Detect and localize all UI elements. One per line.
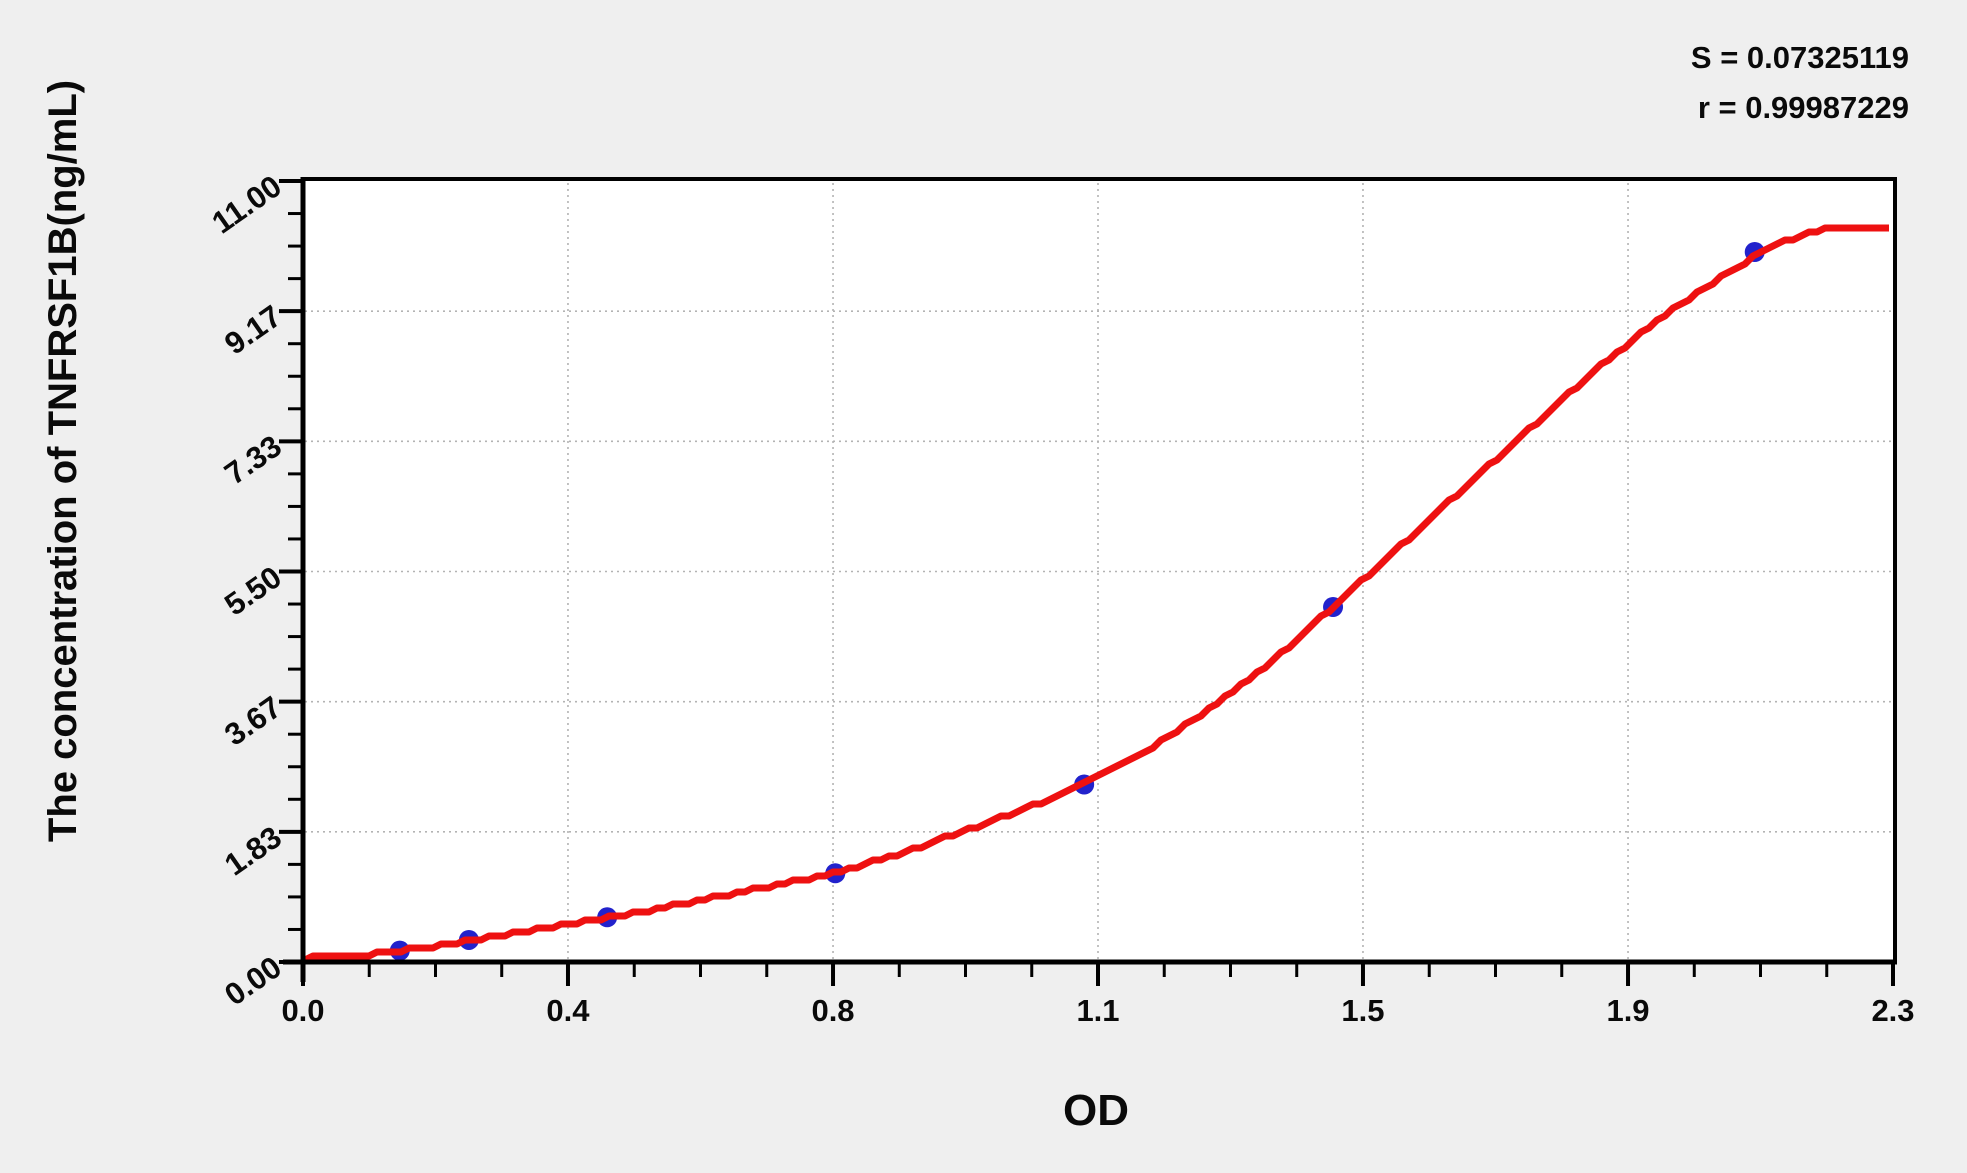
y-axis-title: The concentration of TNFRSF1B(ng/mL)	[41, 79, 85, 843]
x-tick-label: 0.4	[546, 993, 590, 1028]
x-tick-label: 1.9	[1606, 993, 1650, 1028]
x-tick-label: 0.0	[281, 993, 325, 1028]
x-tick-label: 1.5	[1341, 993, 1385, 1028]
x-tick-label: 0.8	[811, 993, 855, 1028]
x-axis-title: OD	[1063, 1086, 1129, 1135]
fit-statistics: S = 0.07325119 r = 0.99987229	[1691, 33, 1909, 133]
x-tick-label: 2.3	[1871, 993, 1915, 1028]
fitted-curve-line	[303, 224, 1889, 964]
plot-background	[303, 177, 1897, 963]
r-statistic: r = 0.99987229	[1697, 90, 1909, 125]
s-statistic: S = 0.07325119	[1690, 40, 1909, 75]
x-tick-label: 1.1	[1076, 993, 1120, 1028]
